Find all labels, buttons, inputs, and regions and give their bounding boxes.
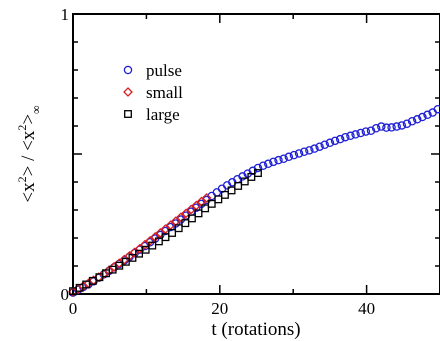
legend-marker-pulse: [123, 65, 133, 75]
y-tick-label: 0: [61, 285, 70, 304]
point-pulse: [377, 122, 386, 131]
point-pulse: [351, 130, 360, 139]
legend-item-small: small: [123, 83, 183, 102]
point-pulse: [325, 138, 335, 148]
point-pulse: [341, 132, 350, 142]
point-pulse: [274, 155, 283, 165]
series-pulse: [68, 104, 440, 297]
point-pulse: [299, 147, 309, 157]
point-large: [207, 199, 216, 208]
plot-frame: [72, 13, 440, 295]
x-tick-label: 20: [211, 299, 228, 318]
point-pulse: [346, 131, 355, 141]
legend-item-large: large: [124, 105, 180, 124]
legend-label-pulse: pulse: [146, 61, 182, 80]
point-pulse: [310, 144, 319, 153]
point-pulse: [284, 152, 294, 162]
tick-labels: 0 20 40 0 1: [61, 5, 376, 318]
point-pulse: [269, 157, 278, 167]
point-large: [161, 233, 170, 242]
point-small: [160, 224, 171, 234]
point-large: [168, 229, 177, 237]
point-pulse: [387, 123, 396, 132]
point-large: [220, 190, 229, 199]
point-small: [140, 239, 150, 250]
point-small: [145, 235, 155, 246]
point-pulse: [289, 150, 299, 160]
point-small: [201, 193, 212, 203]
point-pulse: [315, 142, 324, 151]
point-large: [181, 219, 190, 228]
point-large: [174, 224, 183, 233]
point-pulse: [335, 134, 345, 144]
point-pulse: [212, 188, 222, 197]
point-pulse: [407, 116, 417, 126]
point-pulse: [294, 149, 304, 158]
point-pulse: [371, 123, 381, 133]
point-pulse: [382, 123, 391, 132]
legend-label-small: small: [146, 83, 183, 102]
legend-item-pulse: pulse: [123, 61, 182, 80]
legend: pulse small large: [123, 61, 183, 124]
ticks: [72, 13, 440, 295]
x-axis-title: t (rotations): [211, 319, 300, 340]
point-large: [254, 169, 262, 177]
x-tick-label: 0: [69, 299, 78, 318]
point-large: [240, 177, 249, 186]
point-pulse: [258, 161, 268, 171]
point-pulse: [356, 128, 365, 138]
point-large: [141, 245, 150, 254]
point-large: [154, 237, 163, 246]
markers: [68, 104, 440, 297]
point-large: [214, 195, 223, 204]
point-large: [234, 181, 243, 190]
point-large: [194, 209, 203, 218]
point-small: [175, 212, 186, 223]
legend-marker-large: [124, 110, 132, 118]
point-pulse: [330, 136, 340, 146]
point-large: [201, 204, 210, 213]
point-pulse: [366, 126, 376, 136]
y-axis-title: <x2> / <x2>∞: [15, 105, 43, 202]
legend-label-large: large: [146, 105, 180, 124]
point-small: [186, 204, 197, 215]
point-pulse: [402, 119, 412, 129]
point-large: [227, 186, 236, 195]
point-small: [155, 228, 166, 238]
point-large: [128, 253, 137, 262]
point-pulse: [433, 104, 440, 114]
series-large: [69, 169, 262, 296]
point-pulse: [412, 115, 422, 124]
point-pulse: [397, 121, 407, 130]
point-large: [148, 241, 157, 250]
point-pulse: [423, 110, 432, 120]
legend-marker-small: [123, 87, 133, 97]
point-pulse: [263, 159, 273, 169]
point-large: [187, 214, 196, 223]
point-pulse: [253, 163, 263, 173]
point-pulse: [305, 146, 314, 155]
point-pulse: [418, 112, 427, 122]
point-pulse: [320, 140, 330, 150]
y-tick-label: 1: [61, 5, 70, 24]
point-pulse: [392, 122, 401, 131]
x-tick-label: 40: [358, 299, 375, 318]
point-pulse: [361, 127, 371, 136]
point-pulse: [279, 154, 288, 164]
point-small: [181, 208, 191, 219]
